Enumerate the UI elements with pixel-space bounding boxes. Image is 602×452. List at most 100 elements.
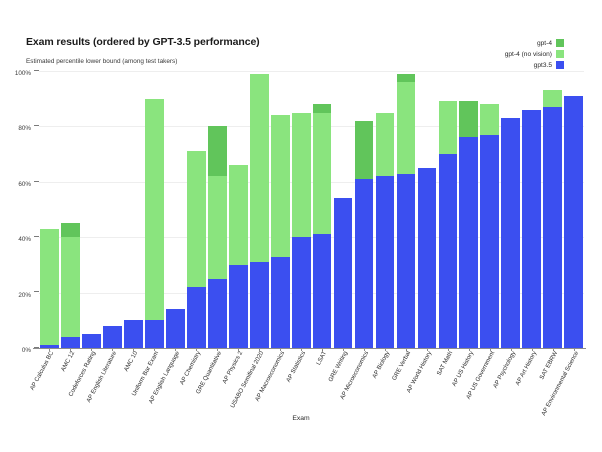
bar-segment-gpt35 [249,262,269,348]
bar-segment-gpt35 [270,256,290,348]
legend-item-gpt-4-no-vision-[interactable]: gpt-4 (no vision) [414,49,564,59]
bar-segment-gpt35 [123,320,143,348]
y-axis-tick: 20% [18,288,39,299]
bar-segment-gpt35 [522,109,542,348]
x-axis-tick-label-text: AP Physics 2 [221,350,245,385]
bar-group[interactable] [144,71,164,348]
y-axis: 0% 20% 40% 60% 80% 100% [0,69,39,354]
x-axis-tick-mark [384,348,386,351]
y-axis-tick-label: 80% [18,125,31,133]
chart-legend: gpt-4 gpt-4 (no vision) gpt3.5 [414,38,564,71]
bar-group[interactable] [82,71,101,348]
x-axis-tick-label-text: GRE Verbal [390,350,412,382]
x-axis-tick-mark [573,348,575,351]
bar-group[interactable] [123,71,143,348]
bar-segment-gpt35 [543,107,563,348]
bar-group[interactable] [270,71,290,348]
x-axis-tick-label-text: AP Art History [513,350,538,387]
chart-subtitle: Estimated percentile lower bound (among … [26,58,178,65]
x-axis-tick-mark [405,348,407,351]
y-axis-tick: 40% [18,232,39,244]
bar-segment-gpt35 [82,334,101,348]
legend-item-gpt-4[interactable]: gpt-4 [414,38,564,48]
bar-group[interactable] [417,71,437,348]
bar-group[interactable] [564,71,584,348]
bar-group[interactable] [522,71,542,348]
x-axis-tick-label-text: LSAT [315,350,329,367]
bar-segment-gpt35 [333,198,353,348]
legend-label: gpt3.5 [533,61,552,69]
y-axis-tick-mark [34,291,39,293]
x-axis-tick-mark [70,348,72,351]
bar-group[interactable] [249,71,269,348]
y-axis-tick-mark [34,346,39,348]
bar-group[interactable] [375,71,395,348]
bar-segment-gpt35 [207,278,227,348]
x-axis-tick-labels: AP Calculus BC AMC 12 Codeforces Rating AP … [29,348,584,440]
legend-swatch-icon [556,39,564,47]
x-axis-tick-mark [238,348,240,351]
bar-group[interactable] [186,71,206,348]
bar-segment-gpt35 [438,154,458,348]
y-axis-tick-label: 40% [18,236,31,244]
bar-group[interactable] [61,71,80,348]
bar-segment-gpt35 [144,320,164,348]
bar-segment-gpt4 [396,73,416,83]
bar-group[interactable] [459,71,479,348]
bar-group[interactable] [354,71,374,348]
bar-segment-gpt35 [417,167,437,348]
bar-group[interactable] [228,71,248,348]
bar-group[interactable] [165,71,185,348]
y-axis-tick-mark [34,235,39,237]
bar-segment-gpt4-no-vision [186,151,206,288]
bar-group[interactable] [333,71,353,348]
bar-segment-gpt4-no-vision [270,115,290,257]
legend-swatch-icon [556,61,564,69]
bar-group[interactable] [103,71,122,348]
bar-segment-gpt35 [165,309,185,348]
bar-segment-gpt4-no-vision [438,101,458,155]
x-axis-title: Exam [292,415,310,422]
bar-group[interactable] [543,71,563,348]
bar-segment-gpt35 [186,287,206,348]
bar-group[interactable] [207,71,227,348]
bar-segment-gpt35 [354,179,374,348]
bar-segment-gpt35 [396,173,416,348]
bar-segment-gpt4 [207,126,227,177]
x-axis-tick-mark [154,348,156,351]
y-axis-tick: 0% [22,343,39,354]
x-axis-tick-mark [426,348,428,351]
x-axis-tick-mark [196,348,198,351]
bar-segment-gpt35 [501,118,521,348]
x-axis-tick-label-text: GRE Writing [327,350,350,384]
x-axis-line [33,348,586,349]
bar-segment-gpt4-no-vision [207,176,227,279]
x-axis-tick-mark [112,348,114,351]
x-axis-tick-mark [447,348,449,351]
bar-group[interactable] [312,71,332,348]
x-axis-tick-mark [531,348,533,351]
bar-group[interactable] [480,71,500,348]
x-axis-tick-mark [342,348,344,351]
bar-segment-gpt4-no-vision [396,82,416,174]
x-axis-tick-label-text: AP Chemistry [178,350,203,387]
x-axis-tick-mark [468,348,470,351]
x-axis-tick-mark [489,348,491,351]
x-axis-tick-mark [301,348,303,351]
bar-group[interactable] [438,71,458,348]
bar-segment-gpt4-no-vision [291,112,311,238]
bar-group[interactable] [291,71,311,348]
y-axis-tick-mark [34,180,39,182]
bar-group[interactable] [501,71,521,348]
legend-item-gpt3-5[interactable]: gpt3.5 [414,60,564,70]
x-axis-tick-label-text: SAT Math [435,350,454,377]
bar-group[interactable] [396,71,416,348]
bar-segment-gpt4-no-vision [40,228,59,346]
y-axis-tick: 60% [18,177,39,188]
bar-segment-gpt35 [291,237,311,348]
bar-segment-gpt4-no-vision [312,112,332,235]
bar-segment-gpt35 [312,234,332,348]
bar-segment-gpt4-no-vision [543,90,563,108]
bar-group[interactable] [40,71,59,348]
y-axis-tick-label: 100% [14,70,31,77]
